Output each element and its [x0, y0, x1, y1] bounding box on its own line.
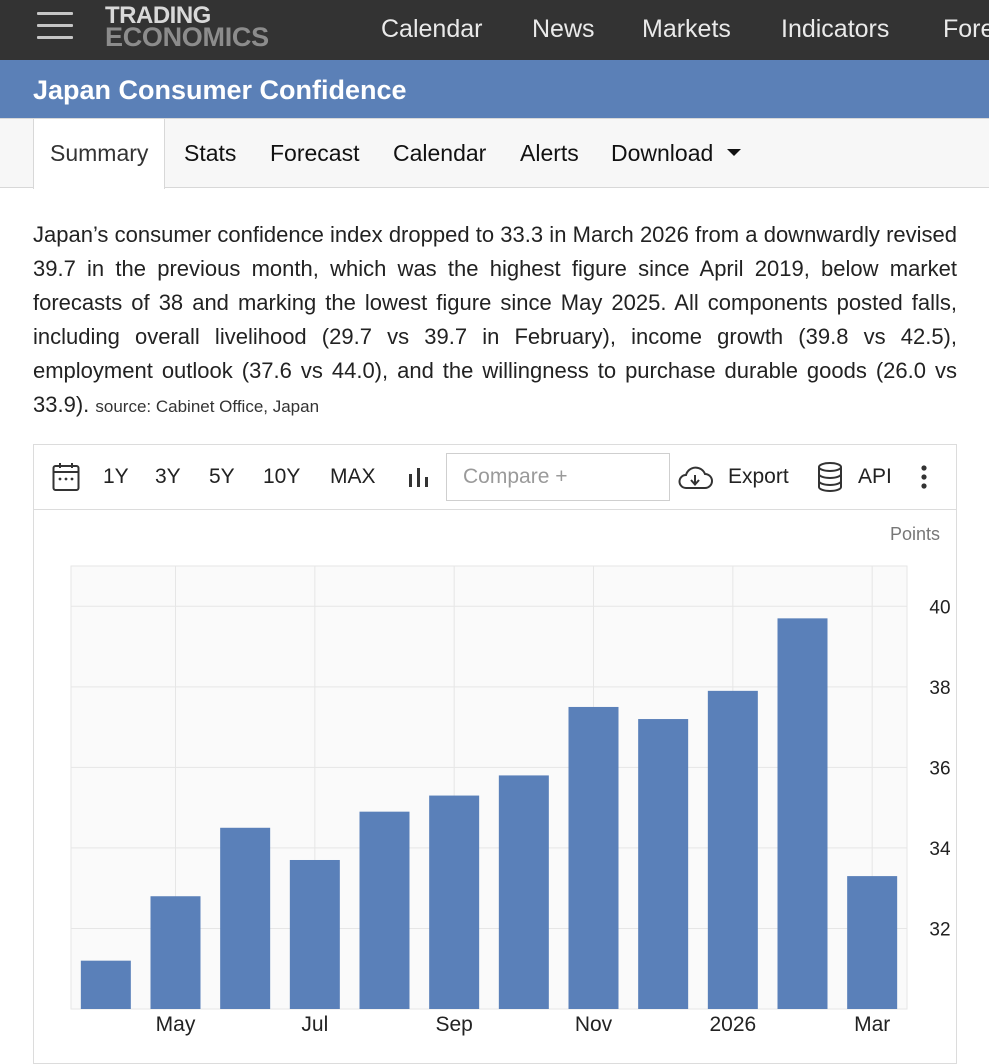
bar	[707, 690, 758, 1009]
page-title: Japan Consumer Confidence	[33, 75, 407, 105]
bar	[220, 827, 271, 1009]
tab-download-label: Download	[611, 140, 714, 166]
caret-down-icon	[727, 149, 742, 157]
tab-download[interactable]: Download	[611, 119, 742, 187]
api-button[interactable]: API	[858, 465, 892, 488]
bar	[289, 859, 340, 1009]
range-1y[interactable]: 1Y	[103, 465, 129, 488]
y-tick-label: 40	[929, 597, 950, 618]
y-tick-label: 32	[929, 919, 950, 940]
bar	[359, 811, 410, 1009]
compare-placeholder: Compare +	[463, 465, 568, 488]
x-tick-label: Sep	[435, 1013, 472, 1036]
y-unit-label: Points	[890, 524, 940, 544]
nav-markets[interactable]: Markets	[642, 15, 731, 43]
summary-text: Japan’s consumer confidence index droppe…	[33, 222, 957, 417]
bar	[150, 896, 201, 1009]
source-note[interactable]: source: Cabinet Office, Japan	[95, 397, 320, 416]
site-logo[interactable]: TRADING ECONOMICS	[105, 2, 269, 52]
chart-type-icon[interactable]	[407, 465, 431, 489]
page-title-bar: Japan Consumer Confidence	[0, 60, 989, 118]
y-tick-label: 38	[929, 678, 950, 699]
bar	[498, 775, 549, 1009]
nav-forecast[interactable]: Forecast	[943, 15, 989, 43]
logo-line-1: TRADING	[105, 2, 211, 29]
export-button[interactable]: Export	[728, 465, 789, 488]
database-icon[interactable]	[816, 462, 844, 492]
range-max[interactable]: MAX	[330, 465, 376, 488]
bar	[429, 795, 480, 1009]
range-5y[interactable]: 5Y	[209, 465, 235, 488]
range-10y[interactable]: 10Y	[263, 465, 301, 488]
y-tick-label: 34	[929, 839, 951, 860]
logo-line-2: ECONOMICS	[105, 22, 269, 52]
summary-paragraph: Japan’s consumer confidence index droppe…	[33, 218, 957, 424]
cloud-download-icon[interactable]	[676, 464, 714, 492]
bar	[777, 618, 828, 1009]
bar	[80, 960, 131, 1009]
tab-calendar[interactable]: Calendar	[393, 140, 487, 166]
nav-indicators[interactable]: Indicators	[781, 15, 890, 43]
bar-chart: 32 34 36 38 40 Points May Jul Sep Nov 2026 Mar	[70, 524, 951, 1036]
calendar-icon[interactable]	[52, 462, 80, 492]
top-navbar: TRADING ECONOMICS Calendar News Markets …	[0, 0, 989, 60]
y-tick-label: 36	[929, 758, 950, 779]
tab-forecast[interactable]: Forecast	[270, 140, 360, 166]
x-tick-label: May	[156, 1013, 196, 1036]
bar	[568, 706, 619, 1009]
x-tick-label: 2026	[709, 1013, 756, 1036]
plot-area	[70, 565, 908, 1010]
tab-summary[interactable]: Summary	[33, 119, 166, 189]
x-tick-label: Jul	[301, 1013, 328, 1036]
chart-toolbar: 1Y 3Y 5Y 10Y MAX Compare + Export API	[34, 445, 956, 510]
more-options-icon[interactable]	[920, 464, 928, 490]
chart-panel: 1Y 3Y 5Y 10Y MAX Compare + Export API 32…	[33, 444, 957, 1064]
range-3y[interactable]: 3Y	[155, 465, 181, 488]
x-tick-label: Nov	[575, 1013, 613, 1036]
bar	[638, 719, 689, 1009]
x-tick-label: Mar	[854, 1013, 890, 1036]
hamburger-menu-icon[interactable]	[37, 12, 73, 40]
tab-alerts[interactable]: Alerts	[520, 140, 579, 166]
bar	[847, 876, 898, 1009]
tab-stats[interactable]: Stats	[184, 140, 237, 166]
nav-news[interactable]: News	[532, 15, 595, 43]
nav-calendar[interactable]: Calendar	[381, 15, 483, 43]
compare-input[interactable]: Compare +	[446, 453, 670, 501]
tab-bar: Summary Stats Forecast Calendar Alerts D…	[0, 118, 989, 189]
